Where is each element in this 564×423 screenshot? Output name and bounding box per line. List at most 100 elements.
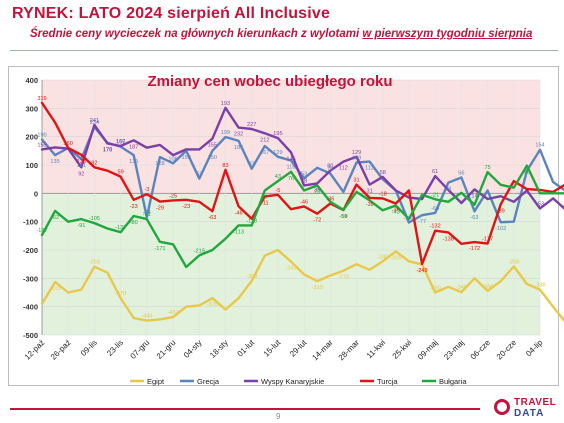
data-label: -80: [130, 220, 138, 226]
data-label: -449: [141, 314, 152, 320]
x-tick-label: 11-kwi: [365, 338, 387, 360]
data-label: 53: [301, 171, 307, 177]
data-label: -370: [115, 291, 126, 297]
data-label: -251: [416, 268, 427, 274]
data-label: -36: [392, 208, 400, 214]
data-label: 52: [196, 172, 202, 178]
data-label: -25: [169, 193, 177, 199]
data-label: 135: [129, 159, 138, 165]
data-label: -113: [233, 229, 244, 235]
data-label: -3: [144, 187, 149, 193]
data-label: 129: [273, 150, 282, 156]
data-label: -309: [246, 274, 257, 280]
data-label: 176: [103, 147, 112, 153]
x-tick-label: 25-kwi: [391, 338, 414, 361]
data-label: 109: [352, 155, 361, 161]
chart-bands: [42, 80, 540, 335]
data-label: -219: [194, 248, 205, 254]
travel-data-logo: TRAVEL DATA: [494, 396, 560, 422]
data-label: -205: [390, 255, 401, 261]
data-label: -313: [50, 286, 61, 292]
y-tick-label: 200: [25, 133, 38, 142]
data-label: -59: [562, 203, 564, 209]
data-label: -59: [339, 214, 347, 220]
data-label: 83: [222, 163, 228, 169]
data-label: 92: [91, 160, 97, 166]
data-label: 212: [260, 137, 269, 143]
data-label: 150: [208, 155, 217, 161]
data-label: 165: [116, 140, 125, 146]
data-label: 167: [116, 139, 125, 145]
data-label: 14: [471, 193, 477, 199]
data-label: 129: [352, 150, 361, 156]
data-label: 193: [221, 101, 230, 107]
data-label: 136: [77, 159, 86, 165]
data-label: 234: [90, 120, 99, 126]
data-label: -103: [403, 216, 414, 222]
data-label: -29: [156, 206, 164, 212]
legend-label: Turcja: [377, 377, 398, 386]
data-label: -147: [36, 228, 47, 234]
x-tick-label: 07-gru: [129, 338, 152, 361]
chart-title: Zmiany cen wobec ubiegłego roku: [147, 73, 392, 90]
data-label: 199: [221, 130, 230, 136]
data-label: -171: [154, 246, 165, 252]
x-tick-label: 23-maj: [442, 338, 466, 362]
data-label: 76: [288, 176, 294, 182]
x-tick-label: 04-sty: [182, 338, 204, 360]
x-tick-label: 06-cze: [469, 338, 493, 362]
x-tick-label: 29-lut: [288, 338, 309, 359]
data-label: 106: [168, 156, 177, 162]
data-label: -11: [261, 200, 269, 206]
y-tick-label: 0: [34, 189, 38, 198]
data-label: -63: [470, 215, 478, 221]
data-label: -18: [379, 191, 387, 197]
data-label: -62: [51, 215, 59, 221]
data-label: 155: [37, 142, 46, 148]
data-label: 31: [353, 178, 359, 184]
data-label: -72: [313, 218, 321, 224]
x-tick-label: 01-lut: [236, 338, 257, 359]
series-line-wyspy-kanaryjskie: [40, 106, 564, 210]
data-label: -138: [443, 236, 454, 242]
data-label: 145: [286, 156, 295, 162]
data-label: -113: [246, 218, 257, 224]
x-tick-label: 04-lip: [524, 338, 545, 359]
data-label: -258: [508, 259, 519, 265]
page-number: 9: [276, 412, 281, 421]
data-label: -310: [312, 285, 323, 291]
data-label: 112: [365, 166, 374, 172]
data-label: -259: [89, 260, 100, 266]
data-label: 241: [90, 118, 99, 124]
x-tick-label: 20-cze: [495, 338, 519, 362]
data-label: -5: [275, 188, 280, 194]
data-label: 43: [275, 174, 281, 180]
legend-label: Egipt: [147, 377, 165, 386]
data-label: -43: [392, 210, 400, 216]
series-line-grecja: [40, 125, 564, 224]
data-label: -58: [339, 214, 347, 220]
data-label: 70: [327, 167, 333, 173]
data-label: 92: [78, 171, 84, 177]
x-tick-label: 26-paź: [49, 338, 73, 362]
data-label: 135: [50, 159, 59, 165]
data-label: -53: [536, 201, 544, 207]
chart-legend: Egipt Grecja Wyspy Kanaryjskie Turcja Bułgar…: [130, 377, 467, 386]
footer-divider: [10, 408, 480, 410]
page-title: RYNEK: LATO 2024 sierpień All Inclusive: [12, 5, 331, 22]
legend-label: Grecja: [197, 377, 220, 386]
y-tick-label: -500: [23, 331, 38, 340]
data-label: 319: [37, 96, 46, 102]
y-tick-label: -400: [23, 303, 38, 312]
data-label: -16: [366, 202, 374, 208]
data-label: 56: [458, 170, 464, 176]
data-label: 58: [380, 170, 386, 176]
data-label: 128: [155, 161, 164, 167]
data-label: 121: [77, 163, 86, 169]
y-tick-label: 300: [25, 104, 38, 113]
data-label: -23: [130, 204, 138, 210]
data-label: -177: [482, 236, 493, 242]
data-label: -370: [207, 302, 218, 308]
data-label: 232: [234, 132, 243, 138]
